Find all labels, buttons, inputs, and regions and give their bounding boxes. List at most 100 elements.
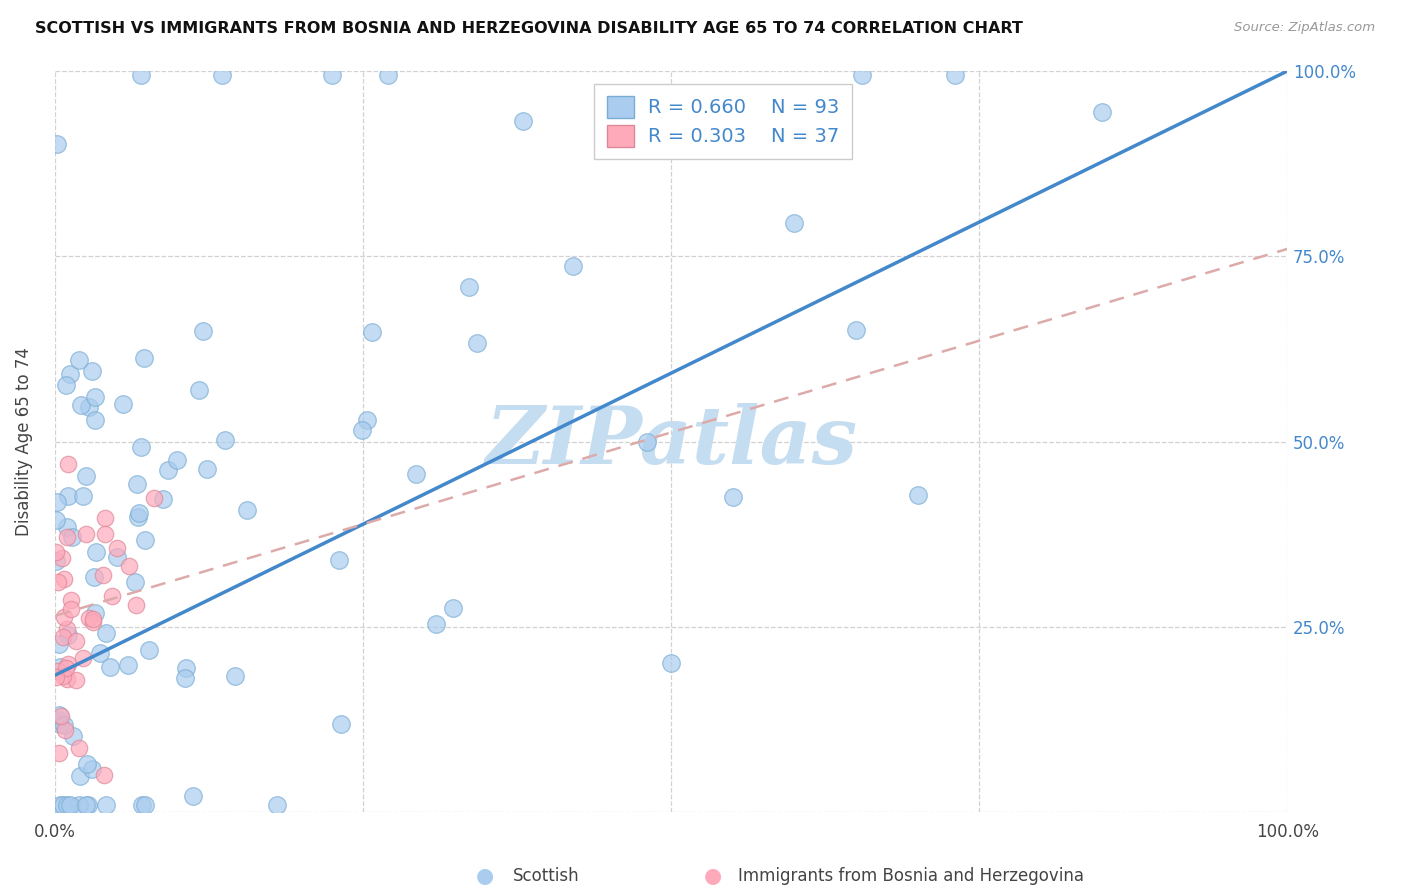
Point: [105, 549, 128, 564]
Point: [125, 477, 148, 491]
Point: [62, 729, 84, 743]
Point: [45, 544, 67, 558]
Point: [188, 383, 211, 397]
Point: [89, 646, 111, 660]
Point: [46, 714, 69, 728]
Point: [266, 797, 288, 812]
Point: [48, 637, 70, 651]
Point: [425, 616, 447, 631]
Point: [129, 440, 152, 454]
Point: [56, 531, 79, 545]
Point: [67, 353, 90, 368]
Point: [75, 527, 97, 541]
Text: Immigrants from Bosnia and Herzegovina: Immigrants from Bosnia and Herzegovina: [738, 867, 1084, 885]
Point: [45, 554, 67, 568]
Point: [55, 378, 77, 392]
Point: [127, 509, 149, 524]
Point: [51, 630, 73, 644]
Point: [138, 643, 160, 657]
Text: SCOTTISH VS IMMIGRANTS FROM BOSNIA AND HERZEGOVINA DISABILITY AGE 65 TO 74 CORRE: SCOTTISH VS IMMIGRANTS FROM BOSNIA AND H…: [35, 21, 1024, 36]
Point: [55, 672, 77, 686]
Point: [80, 364, 103, 378]
Point: [1091, 105, 1114, 120]
Point: [83, 606, 105, 620]
Point: [56, 457, 79, 471]
Point: [235, 503, 257, 517]
Y-axis label: Disability Age 65 to 74: Disability Age 65 to 74: [15, 347, 32, 536]
Point: [458, 279, 481, 293]
Point: [131, 68, 153, 82]
Point: [152, 491, 174, 506]
Point: [328, 553, 350, 567]
Text: ●: ●: [477, 866, 494, 886]
Point: [67, 797, 90, 812]
Point: [93, 768, 115, 782]
Point: [174, 671, 197, 685]
Point: [69, 769, 91, 783]
Point: [377, 68, 399, 82]
Point: [157, 463, 180, 477]
Point: [56, 797, 79, 812]
Point: [46, 664, 69, 678]
Point: [851, 68, 873, 82]
Point: [53, 718, 76, 732]
Point: [83, 390, 105, 404]
Point: [134, 797, 156, 812]
Point: [51, 709, 73, 723]
Point: [77, 797, 100, 812]
Point: [58, 797, 80, 812]
Point: [142, 491, 165, 506]
Point: [45, 513, 67, 527]
Point: [59, 593, 82, 607]
Point: [96, 797, 118, 812]
Point: [60, 530, 83, 544]
Point: [98, 660, 121, 674]
Point: [128, 506, 150, 520]
Point: [321, 68, 343, 82]
Point: [75, 469, 97, 483]
Point: [82, 615, 104, 629]
Point: [124, 574, 146, 589]
Point: [93, 527, 115, 541]
Point: [60, 601, 83, 615]
Point: [659, 657, 682, 671]
Point: [58, 489, 80, 503]
Text: Source: ZipAtlas.com: Source: ZipAtlas.com: [1234, 21, 1375, 34]
Point: [52, 610, 75, 624]
Point: [214, 434, 236, 448]
Point: [118, 558, 141, 573]
Point: [561, 260, 583, 274]
Point: [48, 746, 70, 760]
Point: [181, 789, 204, 803]
Point: [51, 551, 73, 566]
Point: [224, 669, 246, 683]
Point: [721, 491, 744, 505]
Point: [105, 541, 128, 556]
Point: [83, 569, 105, 583]
Point: [53, 572, 76, 586]
Point: [350, 423, 373, 437]
Point: [55, 622, 77, 636]
Point: [59, 367, 82, 381]
Point: [101, 589, 124, 603]
Point: [55, 661, 77, 675]
Point: [86, 544, 108, 558]
Point: [93, 510, 115, 524]
Point: [65, 673, 87, 688]
Point: [45, 137, 67, 152]
Point: [45, 670, 67, 684]
Point: [845, 323, 868, 337]
Point: [193, 324, 215, 338]
Point: [58, 657, 80, 671]
Point: [56, 628, 79, 642]
Point: [65, 634, 87, 648]
Point: [76, 757, 98, 772]
Text: ZIPatlas: ZIPatlas: [485, 403, 858, 481]
Point: [91, 568, 114, 582]
Point: [907, 488, 929, 502]
Point: [166, 453, 188, 467]
Point: [46, 495, 69, 509]
Point: [131, 797, 153, 812]
Point: [67, 741, 90, 756]
Point: [356, 413, 378, 427]
